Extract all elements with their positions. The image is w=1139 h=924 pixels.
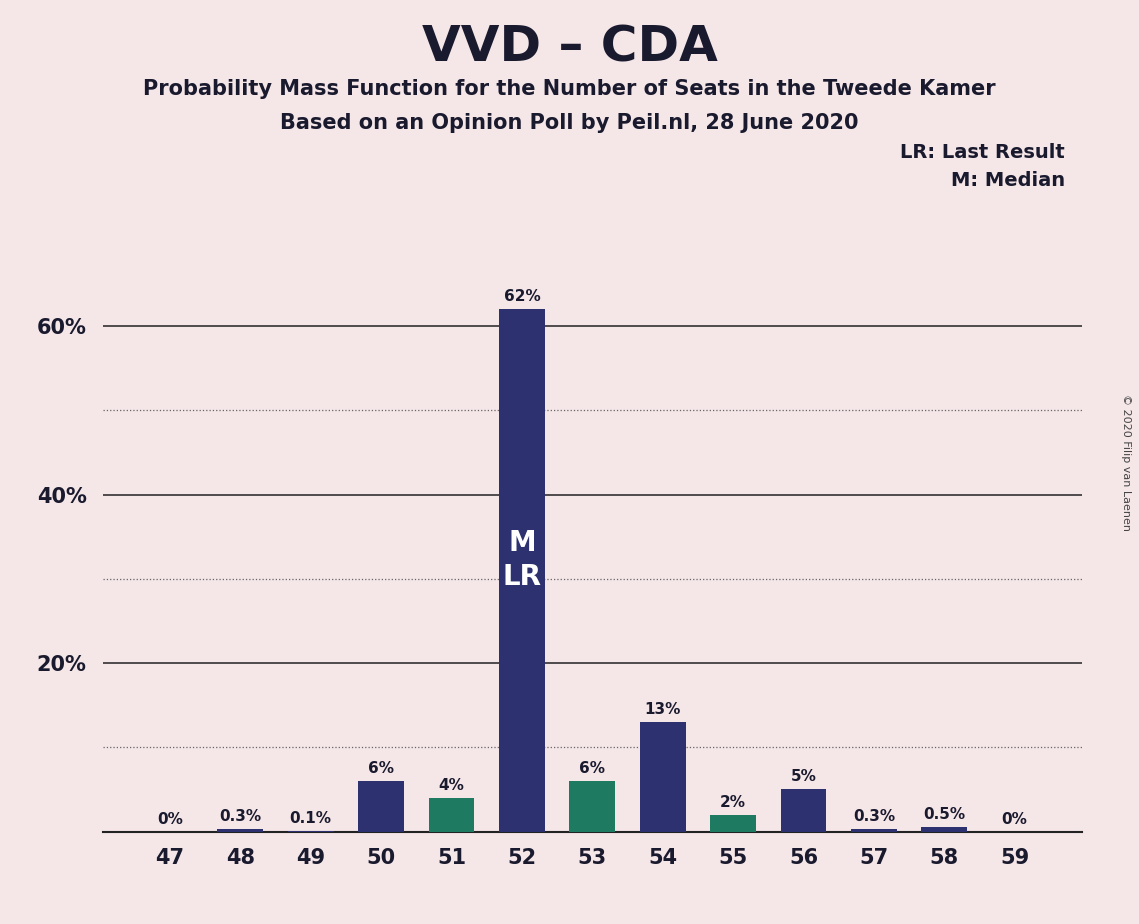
Text: Probability Mass Function for the Number of Seats in the Tweede Kamer: Probability Mass Function for the Number…	[144, 79, 995, 99]
Text: 0.1%: 0.1%	[289, 810, 331, 826]
Bar	[218, 829, 263, 832]
Bar	[428, 798, 474, 832]
Text: © 2020 Filip van Laenen: © 2020 Filip van Laenen	[1121, 394, 1131, 530]
Bar	[851, 829, 896, 832]
Text: 4%: 4%	[439, 778, 465, 793]
Text: VVD – CDA: VVD – CDA	[421, 23, 718, 71]
Bar	[780, 789, 826, 832]
Text: 6%: 6%	[368, 761, 394, 776]
Text: Based on an Opinion Poll by Peil.nl, 28 June 2020: Based on an Opinion Poll by Peil.nl, 28 …	[280, 113, 859, 133]
Text: 0.5%: 0.5%	[924, 808, 966, 822]
Bar	[570, 781, 615, 832]
Text: 13%: 13%	[645, 702, 681, 717]
Text: 0.3%: 0.3%	[219, 809, 261, 824]
Bar	[711, 815, 756, 832]
Text: 5%: 5%	[790, 770, 817, 784]
Text: M: Median: M: Median	[951, 171, 1065, 190]
Bar	[921, 827, 967, 832]
Text: 0.3%: 0.3%	[853, 809, 895, 824]
Text: 0%: 0%	[157, 811, 183, 827]
Text: 6%: 6%	[580, 761, 605, 776]
Text: 2%: 2%	[720, 795, 746, 809]
Bar	[640, 722, 686, 832]
Text: LR: Last Result: LR: Last Result	[900, 143, 1065, 163]
Bar	[499, 310, 544, 832]
Bar	[359, 781, 404, 832]
Text: M
LR: M LR	[502, 529, 541, 591]
Text: 62%: 62%	[503, 289, 540, 304]
Text: 0%: 0%	[1001, 811, 1027, 827]
